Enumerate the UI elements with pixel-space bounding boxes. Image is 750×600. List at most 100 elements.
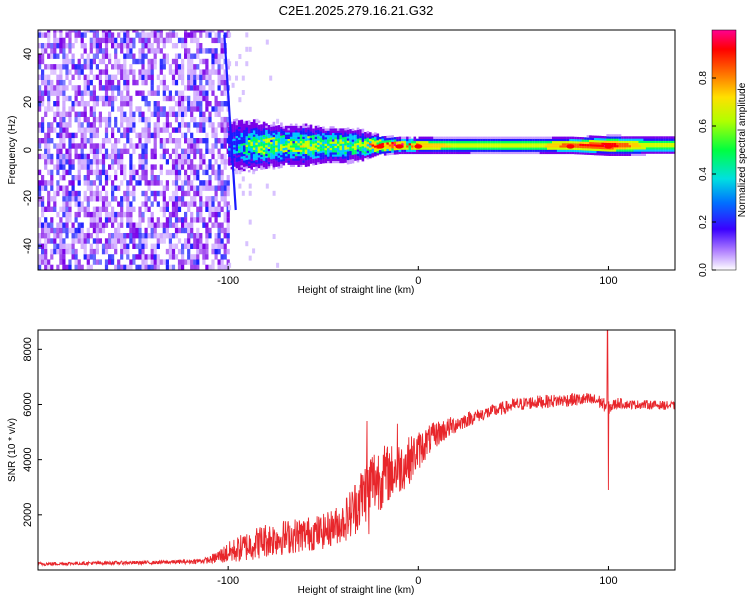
heatmap-cell [359, 142, 362, 145]
heatmap-cell [126, 69, 130, 75]
heatmap-cell [190, 169, 194, 176]
heatmap-cell [108, 211, 112, 218]
heatmap-cell [440, 136, 444, 139]
heatmap-cell [383, 144, 387, 147]
heatmap-cell [586, 148, 590, 151]
heatmap-cell [282, 152, 286, 155]
heatmap-cell [147, 32, 151, 38]
heatmap-cell [89, 233, 93, 239]
heatmap-cell [472, 140, 476, 144]
heatmap-cell [223, 153, 227, 160]
heatmap-cell [199, 127, 203, 133]
heatmap-cell [165, 233, 169, 239]
heatmap-cell [297, 149, 300, 152]
heatmap-cell [262, 145, 266, 148]
heatmap-cell [445, 149, 449, 152]
heatmap-cell [168, 95, 172, 102]
heatmap-cell [480, 147, 483, 150]
heatmap-cell [62, 58, 66, 65]
heatmap-cell [223, 101, 227, 107]
heatmap-cell [467, 138, 471, 142]
heatmap-cell [423, 138, 426, 142]
heatmap-cell [156, 233, 160, 239]
heatmap-cell [601, 140, 604, 143]
heatmap-cell [354, 138, 357, 142]
heatmap-cell [351, 154, 355, 157]
heatmap-cell [250, 158, 253, 162]
heatmap-cell [245, 129, 249, 132]
heatmap-cell [187, 248, 191, 255]
heatmap-cell [132, 143, 136, 149]
heatmap-cell [95, 101, 99, 107]
x-tick-label: 100 [599, 575, 617, 587]
heatmap-cell [77, 32, 81, 38]
heatmap-cell [598, 138, 602, 141]
heatmap-cell [349, 148, 352, 151]
heatmap-cell [59, 138, 63, 144]
heatmap-cell [579, 150, 582, 153]
heatmap-cell [117, 85, 121, 91]
heatmap-cell [77, 122, 81, 128]
colorbar-tick-label: 0.2 [698, 215, 709, 229]
heatmap-cell [156, 32, 160, 38]
heatmap-cell [344, 158, 347, 161]
heatmap-cell [319, 137, 323, 141]
heatmap-cell [626, 147, 629, 150]
heatmap-cell [369, 136, 372, 139]
heatmap-cell [141, 264, 145, 270]
heatmap-cell [450, 147, 454, 150]
heatmap-cell [214, 58, 218, 65]
heatmap-cell [150, 201, 154, 207]
heatmap-cell [374, 132, 377, 135]
heatmap-cell [193, 74, 197, 80]
heatmap-cell [245, 131, 249, 134]
heatmap-cell [569, 136, 572, 139]
heatmap-cell [95, 248, 99, 255]
heatmap-cell [458, 140, 461, 144]
heatmap-cell [114, 64, 118, 70]
heatmap-cell [601, 146, 604, 150]
heatmap-cell [613, 140, 617, 143]
heatmap-cell [537, 145, 540, 148]
heatmap-cell [398, 138, 402, 142]
heatmap-cell [150, 148, 154, 154]
heatmap-cell [391, 135, 394, 138]
heatmap-cell [86, 233, 90, 239]
heatmap-cell [322, 156, 325, 160]
heatmap-cell [579, 145, 582, 148]
heatmap-cell [135, 32, 139, 38]
heatmap-cell [214, 132, 218, 139]
heatmap-cell [114, 169, 118, 176]
heatmap-cell [314, 138, 318, 142]
heatmap-cell [153, 143, 157, 149]
heatmap-cell [211, 264, 215, 270]
heatmap-cell [549, 140, 553, 144]
heatmap-cell [339, 158, 342, 161]
heatmap-cell [497, 140, 501, 144]
heatmap-cell [123, 196, 127, 202]
heatmap-cell [539, 136, 543, 139]
heatmap-cell [226, 190, 230, 197]
heatmap-cell [228, 133, 231, 136]
heatmap-cell [571, 151, 575, 155]
heatmap-cell [59, 132, 63, 139]
heatmap-cell [59, 116, 63, 123]
heatmap-cell [47, 233, 51, 239]
heatmap-cell [59, 153, 63, 160]
heatmap-cell [59, 90, 63, 96]
heatmap-cell [366, 131, 370, 134]
heatmap-cell [396, 149, 399, 153]
heatmap-cell [552, 140, 555, 144]
heatmap-cell [59, 222, 63, 228]
heatmap-cell [111, 206, 115, 212]
heatmap-cell [53, 101, 57, 107]
heatmap-cell [292, 136, 295, 139]
heatmap-cell [351, 161, 355, 164]
heatmap-cell [233, 151, 236, 154]
heatmap-cell [309, 131, 313, 134]
heatmap-cell [228, 152, 231, 155]
heatmap-cell [636, 136, 639, 139]
heatmap-cell [62, 243, 66, 249]
heatmap-cell [589, 146, 592, 149]
heatmap-cell [576, 136, 580, 140]
